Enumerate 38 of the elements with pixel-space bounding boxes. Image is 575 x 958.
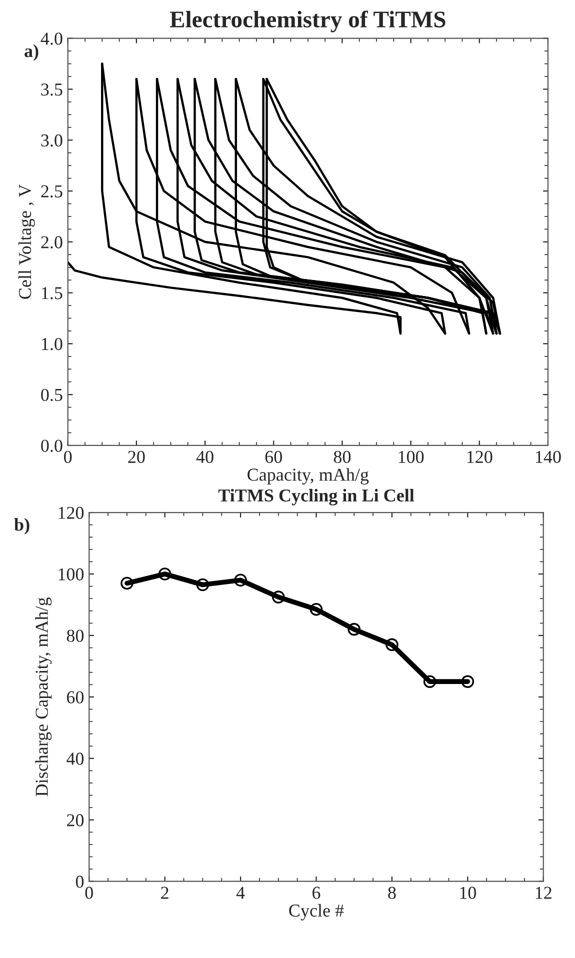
y-tick-label: 2.5 — [41, 185, 62, 198]
y-tick-label: 3.5 — [41, 84, 62, 96]
x-tick-label: 60 — [265, 450, 282, 464]
y-tick-label: 0 — [76, 876, 84, 888]
x-tick-label: 80 — [334, 450, 351, 464]
x-tick-label: 12 — [536, 886, 552, 899]
y-tick-label: 0.5 — [41, 388, 62, 402]
chart-title: TiTMS Cycling in Li Cell — [218, 488, 414, 506]
y-tick-label: 1.5 — [42, 287, 62, 300]
text: a) — [24, 44, 38, 61]
x-axis-title: Cycle # — [289, 904, 344, 920]
text: b) — [14, 518, 30, 534]
x-tick-label: 0 — [85, 886, 93, 899]
y-tick-label: 4.0 — [40, 32, 62, 45]
x-tick-label: 4 — [236, 886, 245, 899]
x-tick-label: 2 — [161, 886, 168, 899]
y-tick-label: 20 — [67, 814, 84, 826]
y-axis-title: Cell Voltage , V — [18, 184, 35, 299]
y-tick-label: 40 — [66, 752, 84, 765]
y-tick-label: 3.0 — [41, 134, 62, 147]
x-tick-label: 40 — [196, 450, 214, 464]
x-tick-label: 140 — [536, 450, 561, 464]
x-tick-label: 8 — [388, 886, 396, 899]
chart-title: Electrochemistry of TiTMS — [170, 10, 446, 32]
x-tick-label: 10 — [460, 886, 476, 899]
x-axis-title: Capacity, mAh/g — [248, 468, 369, 485]
y-tick-label: 2.0 — [41, 236, 62, 248]
y-tick-label: 80 — [66, 630, 84, 642]
x-tick-label: 6 — [312, 886, 320, 899]
x-tick-label: 20 — [128, 450, 145, 464]
y-tick-label: 120 — [58, 506, 84, 519]
y-axis-title: Discharge Capacity, mAh/g — [35, 598, 52, 796]
y-tick-label: 100 — [58, 568, 84, 580]
y-tick-label: 0.0 — [41, 440, 62, 452]
y-tick-label: 60 — [66, 691, 84, 704]
y-tick-label: 1.0 — [42, 338, 62, 350]
x-tick-label: 100 — [398, 450, 424, 464]
x-tick-label: 120 — [467, 450, 492, 464]
